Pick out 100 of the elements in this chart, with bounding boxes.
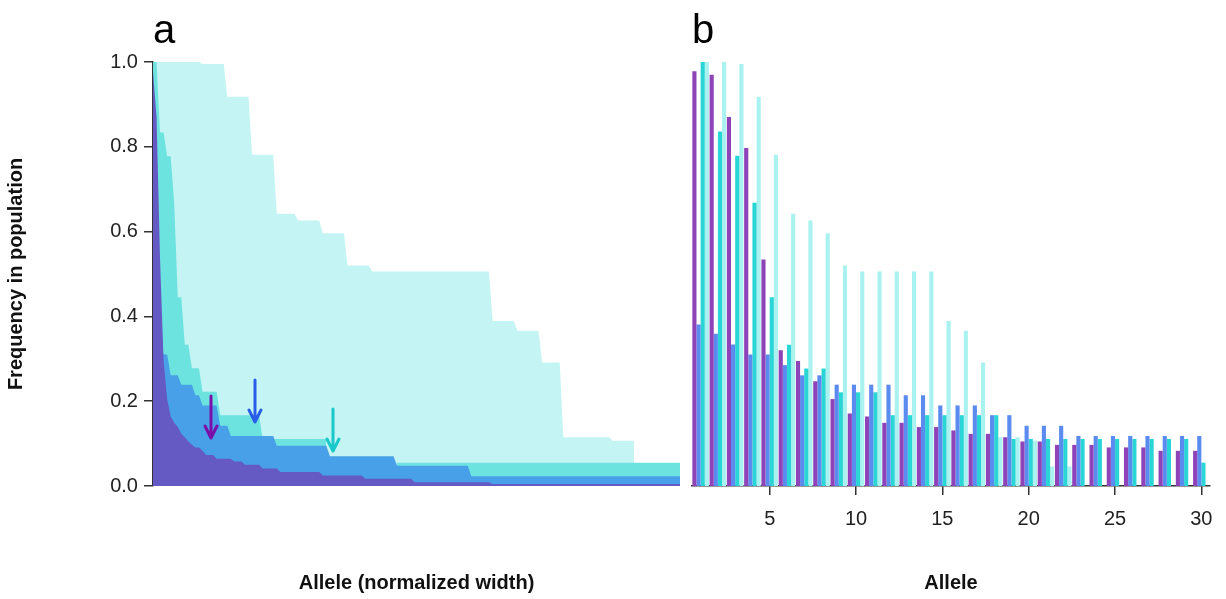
bar [860,271,865,486]
bar [1115,438,1120,486]
bar [1050,466,1055,486]
bar [1097,438,1102,486]
bar [834,384,839,486]
bar [920,395,926,486]
bar [899,422,904,486]
bar [800,375,805,486]
bar [877,271,882,486]
bar [873,392,878,486]
bar [1093,435,1098,486]
bar [903,395,908,486]
bar [842,265,848,486]
bar [821,368,826,486]
bar [696,324,701,486]
bar [1076,435,1081,486]
bar [985,433,991,486]
bar [726,117,732,486]
bar [916,427,921,486]
bar [882,422,887,486]
chart-title: b [692,7,715,52]
bar [934,427,939,486]
bar [713,333,718,486]
bar [1080,438,1085,486]
bar [795,360,801,486]
bar [1184,438,1189,486]
bar [1128,435,1133,486]
bar [1197,435,1202,486]
bar [773,154,778,486]
bar [990,415,995,486]
bar [731,344,736,486]
y-tick-label: 0.2 [110,388,138,411]
bar [942,415,947,486]
bar [752,202,757,486]
bar [722,62,727,486]
bar [1089,444,1094,486]
x-tick-label: 5 [764,506,776,529]
bar [851,384,857,486]
bar [1175,450,1180,486]
x-tick-label: 10 [844,506,868,529]
bar [692,71,697,486]
bar [769,297,774,486]
bar [951,430,956,486]
bar [955,405,960,486]
bar [1037,441,1042,486]
bar [1011,438,1016,486]
bar [808,220,813,486]
bar [1179,435,1185,486]
bar [778,350,783,486]
bar [813,381,818,486]
bar [1110,435,1116,486]
bar [1003,437,1008,486]
bar [748,354,753,486]
bar [1132,438,1137,486]
bar [1145,435,1150,486]
bar [1166,438,1171,486]
y-tick-label: 0.8 [110,134,138,157]
bar [782,365,787,486]
bar [786,344,792,486]
bar [838,392,843,486]
bar [1063,438,1068,486]
x-tick-label: 30 [1190,506,1213,529]
bar [1158,450,1163,486]
bar [1015,437,1020,486]
bar [700,62,705,486]
bar [994,415,999,486]
chart-title: a [153,7,176,52]
bar [1067,466,1072,486]
bar [894,271,899,486]
bar [704,62,709,486]
bar [739,64,744,486]
bar [907,415,912,486]
bar [761,259,766,486]
y-tick-label: 1.0 [110,49,138,72]
x-axis-title: Allele (normalized width) [298,570,535,593]
bar [1045,438,1051,486]
bar [1124,447,1129,486]
bar [709,74,714,486]
bar [890,415,895,486]
bar [972,405,977,486]
bar [998,437,1003,486]
bar [1162,435,1167,486]
bar [830,399,835,486]
y-tick-label: 0.6 [110,219,138,242]
y-tick-label: 0.4 [110,303,138,326]
bar [1193,450,1198,486]
y-axis-title: Frequency in population [3,157,26,391]
y-tick-label: 0.0 [110,473,138,496]
bar [981,362,986,486]
bar [804,368,809,486]
bar [1028,438,1033,486]
bar [744,148,749,486]
bar [1020,441,1025,486]
bar [856,392,861,486]
bar [1007,415,1012,486]
bar [963,330,968,486]
bar [1201,462,1206,486]
x-tick-label: 25 [1103,506,1127,529]
bar [1041,425,1046,486]
x-tick-label: 20 [1017,506,1040,529]
